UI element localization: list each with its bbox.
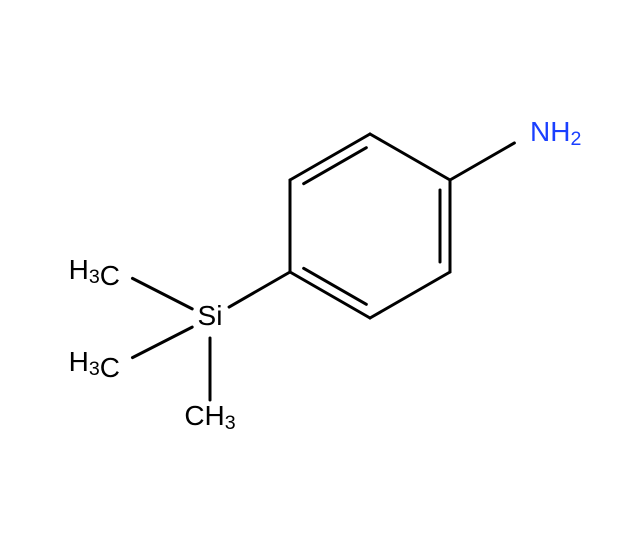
- atom-label-me1: H3C: [69, 254, 120, 291]
- atom-label-me2: H3C: [69, 346, 120, 383]
- molecule-diagram: NH2 Si H3C H3C CH3: [0, 0, 641, 536]
- atom-label-si: Si: [198, 300, 223, 331]
- atom-label-me3: CH3: [184, 400, 235, 434]
- atom-label-n: NH2: [530, 116, 581, 150]
